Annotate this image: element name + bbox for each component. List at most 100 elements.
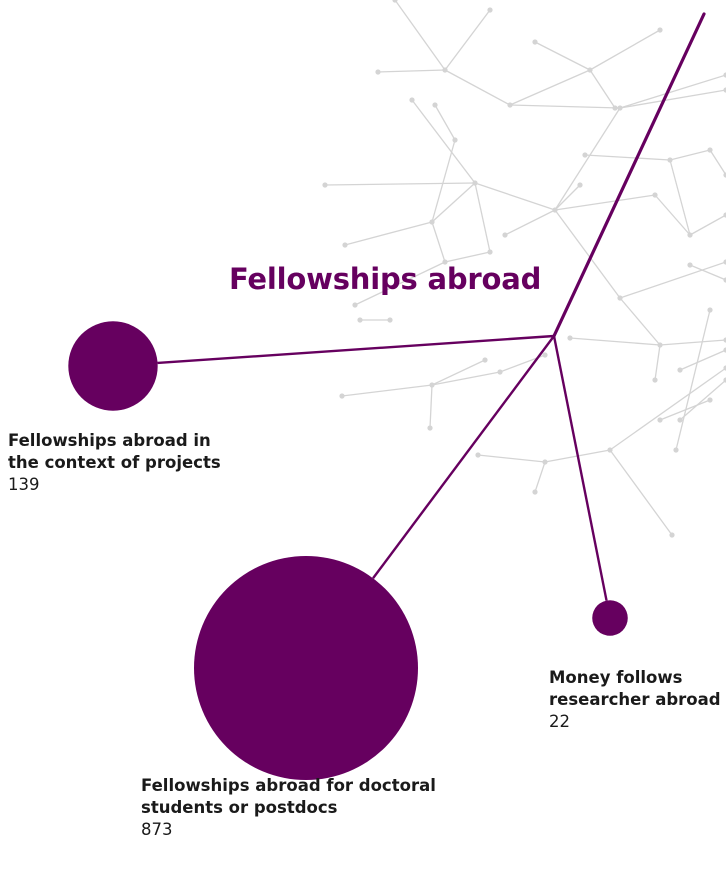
network-node — [687, 232, 693, 238]
network-node — [482, 357, 488, 363]
network-node — [339, 393, 345, 399]
network-node — [673, 447, 679, 453]
network-node — [652, 192, 658, 198]
network-branch — [431, 359, 486, 386]
network-branch — [669, 159, 691, 236]
network-node — [617, 105, 623, 111]
network-node — [723, 347, 726, 353]
network-branch — [654, 194, 691, 236]
network-branch — [709, 149, 726, 176]
network-branch — [344, 221, 433, 246]
network-node — [357, 317, 363, 323]
label-doctoral: Fellowships abroad for doctoral students… — [141, 775, 461, 841]
network-branch — [675, 309, 711, 451]
network-branch — [609, 449, 673, 536]
main-trunk-line — [552, 12, 706, 338]
network-branch — [589, 69, 616, 109]
connector-doctoral — [372, 335, 555, 579]
network-node — [507, 102, 513, 108]
network-node — [475, 452, 481, 458]
network-branch — [659, 339, 726, 346]
network-branch — [619, 261, 726, 299]
network-node — [442, 67, 448, 73]
network-node — [577, 182, 583, 188]
network-node — [542, 459, 548, 465]
network-node — [409, 97, 415, 103]
bubbles — [68, 321, 628, 780]
network-branch — [569, 337, 661, 346]
label-money-line1: Money follows — [549, 668, 683, 687]
network-branch — [354, 261, 446, 306]
connector-projects — [157, 334, 555, 365]
bubble-money — [592, 600, 628, 636]
connector-money — [552, 335, 608, 601]
network-branch — [584, 154, 671, 161]
network-node — [487, 7, 493, 13]
network-node — [723, 365, 726, 371]
network-node — [322, 182, 328, 188]
label-money-line2: researcher abroad — [549, 690, 721, 709]
network-node — [432, 102, 438, 108]
network-branch — [429, 384, 433, 429]
network-node — [452, 137, 458, 143]
network-node — [617, 295, 623, 301]
label-projects-line1: Fellowships abroad in — [8, 431, 211, 450]
network-branch — [689, 214, 726, 236]
network-node — [612, 105, 618, 111]
network-node — [707, 147, 713, 153]
label-money: Money follows researcher abroad 22 — [549, 667, 726, 733]
network-branch — [474, 182, 556, 211]
network-node — [687, 262, 693, 268]
network-node — [429, 219, 435, 225]
network-node — [552, 207, 558, 213]
network-branch — [411, 99, 476, 184]
network-branch — [431, 182, 476, 223]
network-node — [497, 369, 503, 375]
network-node — [652, 377, 658, 383]
network-node — [657, 27, 663, 33]
network-node — [472, 180, 478, 186]
network-branch — [509, 69, 591, 106]
network-branch — [609, 367, 726, 451]
network-branch — [394, 0, 446, 71]
network-node — [352, 302, 358, 308]
network-branch — [589, 29, 661, 71]
label-projects-line2: the context of projects — [8, 453, 221, 472]
network-branch — [654, 344, 661, 381]
network-branch — [679, 379, 726, 421]
label-projects-value: 139 — [8, 475, 40, 494]
bubble-doctoral — [194, 556, 418, 780]
network-branch — [504, 209, 556, 236]
network-branch — [554, 209, 621, 299]
network-node — [667, 157, 673, 163]
network-branch — [554, 107, 621, 211]
network-branch — [341, 384, 433, 397]
label-projects: Fellowships abroad in the context of pro… — [8, 430, 248, 496]
network-node — [677, 367, 683, 373]
network-branch — [434, 104, 456, 141]
network-node — [429, 382, 435, 388]
network-branch — [431, 371, 501, 386]
network-node — [375, 69, 381, 75]
network-branch — [477, 454, 546, 463]
network-branch — [431, 139, 456, 223]
network-node — [427, 425, 433, 431]
network-branch — [324, 182, 476, 186]
network-branch — [534, 41, 591, 71]
network-node — [542, 352, 548, 358]
label-doctoral-line2: students or postdocs — [141, 798, 338, 817]
network-branch — [444, 251, 491, 263]
network-branch — [474, 182, 491, 253]
network-node — [723, 87, 726, 93]
network-node — [723, 172, 726, 178]
network-branch — [444, 9, 491, 71]
network-branch — [689, 264, 726, 281]
network-branch — [534, 461, 546, 493]
diagram-title: Fellowships abroad — [229, 262, 542, 296]
label-doctoral-line1: Fellowships abroad for doctoral — [141, 776, 436, 795]
network-node — [723, 337, 726, 343]
network-node — [387, 317, 393, 323]
network-node — [707, 397, 713, 403]
bubble-projects — [68, 321, 158, 411]
